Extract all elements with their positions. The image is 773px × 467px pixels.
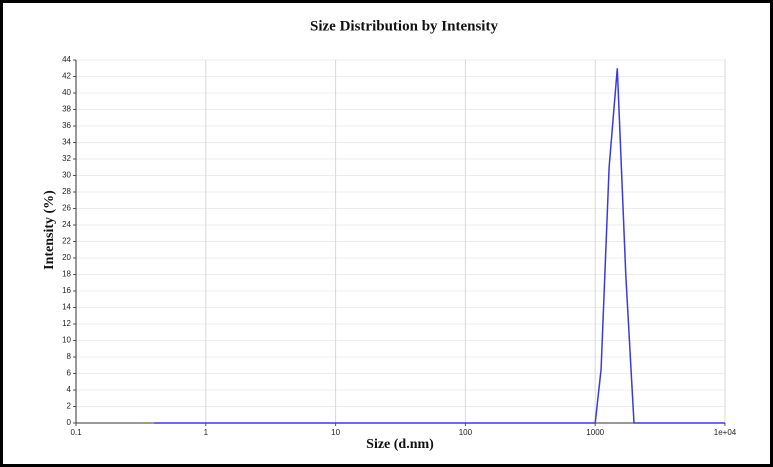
y-tick-label: 12 — [62, 319, 71, 328]
x-tick-label: 1 — [204, 428, 209, 437]
x-tick-label: 1e+04 — [714, 428, 737, 437]
y-tick-label: 24 — [62, 220, 71, 229]
x-tick-label: 1000 — [586, 428, 604, 437]
y-tick-label: 16 — [62, 286, 71, 295]
y-tick-label: 10 — [62, 336, 71, 345]
y-tick-label: 22 — [62, 237, 71, 246]
x-tick-label: 100 — [459, 428, 473, 437]
data-line — [154, 68, 725, 424]
y-tick-label: 38 — [62, 105, 71, 114]
y-tick-label: 20 — [62, 253, 71, 262]
y-tick-label: 14 — [62, 303, 71, 312]
y-tick-label: 0 — [67, 418, 72, 427]
y-tick-label: 26 — [62, 204, 71, 213]
y-tick-label: 40 — [62, 88, 71, 97]
y-tick-label: 34 — [62, 138, 71, 147]
x-tick-label: 0.1 — [70, 428, 82, 437]
y-tick-label: 6 — [67, 369, 72, 378]
y-tick-label: 44 — [62, 55, 71, 64]
y-tick-label: 42 — [62, 72, 71, 81]
y-axis-label: Intensity (%) — [42, 190, 57, 270]
y-tick-label: 8 — [67, 352, 72, 361]
y-tick-label: 36 — [62, 121, 71, 130]
y-tick-label: 30 — [62, 171, 71, 180]
chart-title: Size Distribution by Intensity — [310, 18, 498, 34]
y-tick-label: 32 — [62, 154, 71, 163]
y-tick-label: 18 — [62, 270, 71, 279]
y-tick-label: 28 — [62, 187, 71, 196]
x-axis-label: Size (d.nm) — [366, 437, 434, 452]
y-tick-label: 4 — [67, 385, 72, 394]
y-tick-label: 2 — [67, 402, 72, 411]
x-tick-label: 10 — [331, 428, 340, 437]
